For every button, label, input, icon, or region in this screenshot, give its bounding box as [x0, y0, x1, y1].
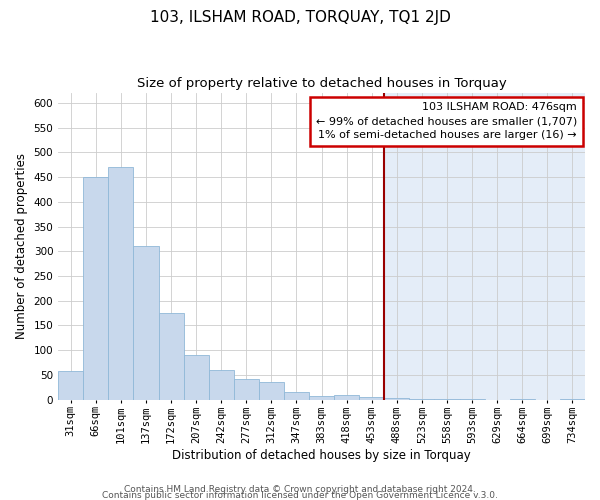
Bar [334, 394, 359, 400]
Title: Size of property relative to detached houses in Torquay: Size of property relative to detached ho… [137, 78, 506, 90]
Bar [259, 382, 284, 400]
Text: 103, ILSHAM ROAD, TORQUAY, TQ1 2JD: 103, ILSHAM ROAD, TORQUAY, TQ1 2JD [149, 10, 451, 25]
Y-axis label: Number of detached properties: Number of detached properties [15, 154, 28, 340]
Text: 103 ILSHAM ROAD: 476sqm
← 99% of detached houses are smaller (1,707)
1% of semi-: 103 ILSHAM ROAD: 476sqm ← 99% of detache… [316, 102, 577, 140]
Bar [209, 370, 234, 400]
Bar [133, 246, 158, 400]
Bar [284, 392, 309, 400]
Text: Contains public sector information licensed under the Open Government Licence v.: Contains public sector information licen… [102, 490, 498, 500]
Bar [109, 167, 133, 400]
Bar [385, 398, 409, 400]
Bar [158, 313, 184, 400]
Bar [58, 372, 83, 400]
Bar [234, 378, 259, 400]
Bar [83, 177, 109, 400]
Bar [184, 355, 209, 400]
Bar [385, 93, 598, 400]
Bar [434, 398, 460, 400]
X-axis label: Distribution of detached houses by size in Torquay: Distribution of detached houses by size … [172, 450, 471, 462]
Bar [309, 396, 334, 400]
Bar [359, 397, 385, 400]
Text: Contains HM Land Registry data © Crown copyright and database right 2024.: Contains HM Land Registry data © Crown c… [124, 485, 476, 494]
